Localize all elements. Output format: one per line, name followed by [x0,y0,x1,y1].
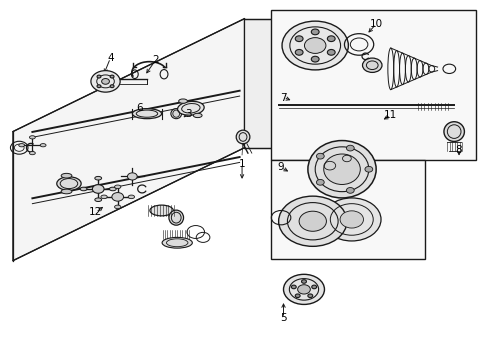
Circle shape [278,196,346,246]
Text: 4: 4 [107,53,114,63]
Circle shape [112,193,123,201]
Circle shape [127,173,137,180]
Ellipse shape [162,237,192,248]
Circle shape [282,21,347,70]
Ellipse shape [170,109,181,119]
Ellipse shape [168,210,183,225]
Circle shape [304,38,325,53]
Circle shape [102,78,109,84]
Ellipse shape [29,152,35,155]
Circle shape [326,49,334,55]
Ellipse shape [80,187,87,191]
Polygon shape [13,19,244,261]
Text: 2: 2 [152,55,159,65]
Ellipse shape [307,140,375,198]
Circle shape [311,29,319,35]
Text: 1: 1 [238,159,245,169]
Circle shape [110,75,114,78]
Circle shape [307,294,312,298]
Ellipse shape [40,144,46,147]
Circle shape [316,179,324,185]
Circle shape [346,145,353,151]
Ellipse shape [57,177,81,190]
Circle shape [297,285,310,294]
Ellipse shape [236,130,249,144]
Circle shape [299,211,326,231]
Circle shape [295,49,303,55]
Circle shape [301,280,306,283]
Text: 6: 6 [136,103,142,113]
Text: 8: 8 [455,144,462,154]
Circle shape [322,198,380,241]
Polygon shape [244,19,427,148]
Circle shape [283,274,324,305]
Ellipse shape [95,198,102,202]
Circle shape [339,211,363,228]
Circle shape [311,285,316,289]
Circle shape [91,71,120,92]
Ellipse shape [193,113,202,118]
Ellipse shape [132,109,161,119]
Text: 9: 9 [277,162,284,172]
Ellipse shape [150,205,173,216]
Ellipse shape [323,154,360,184]
Circle shape [291,285,296,289]
Ellipse shape [29,136,35,139]
Ellipse shape [443,122,464,141]
Ellipse shape [101,195,107,199]
Circle shape [362,58,381,72]
Text: 7: 7 [280,93,286,103]
Circle shape [316,153,324,159]
Text: 3: 3 [185,109,191,119]
Ellipse shape [178,99,187,103]
Circle shape [346,188,353,193]
Bar [271,160,424,259]
Ellipse shape [177,102,204,115]
Ellipse shape [128,195,134,199]
Ellipse shape [114,185,121,189]
Circle shape [295,294,300,298]
Text: 10: 10 [369,19,382,29]
Circle shape [97,85,101,87]
Ellipse shape [19,144,24,147]
Circle shape [311,56,319,62]
Ellipse shape [109,187,116,191]
Ellipse shape [61,174,72,178]
Ellipse shape [95,176,102,180]
Circle shape [97,75,101,78]
Ellipse shape [61,189,72,194]
Circle shape [364,166,372,172]
Circle shape [92,185,104,193]
Text: 5: 5 [280,313,286,323]
Circle shape [295,36,303,41]
Bar [271,10,475,160]
Text: 11: 11 [384,111,397,121]
Circle shape [110,85,114,87]
Text: 12: 12 [89,207,102,217]
Ellipse shape [114,205,121,209]
Circle shape [326,36,334,41]
